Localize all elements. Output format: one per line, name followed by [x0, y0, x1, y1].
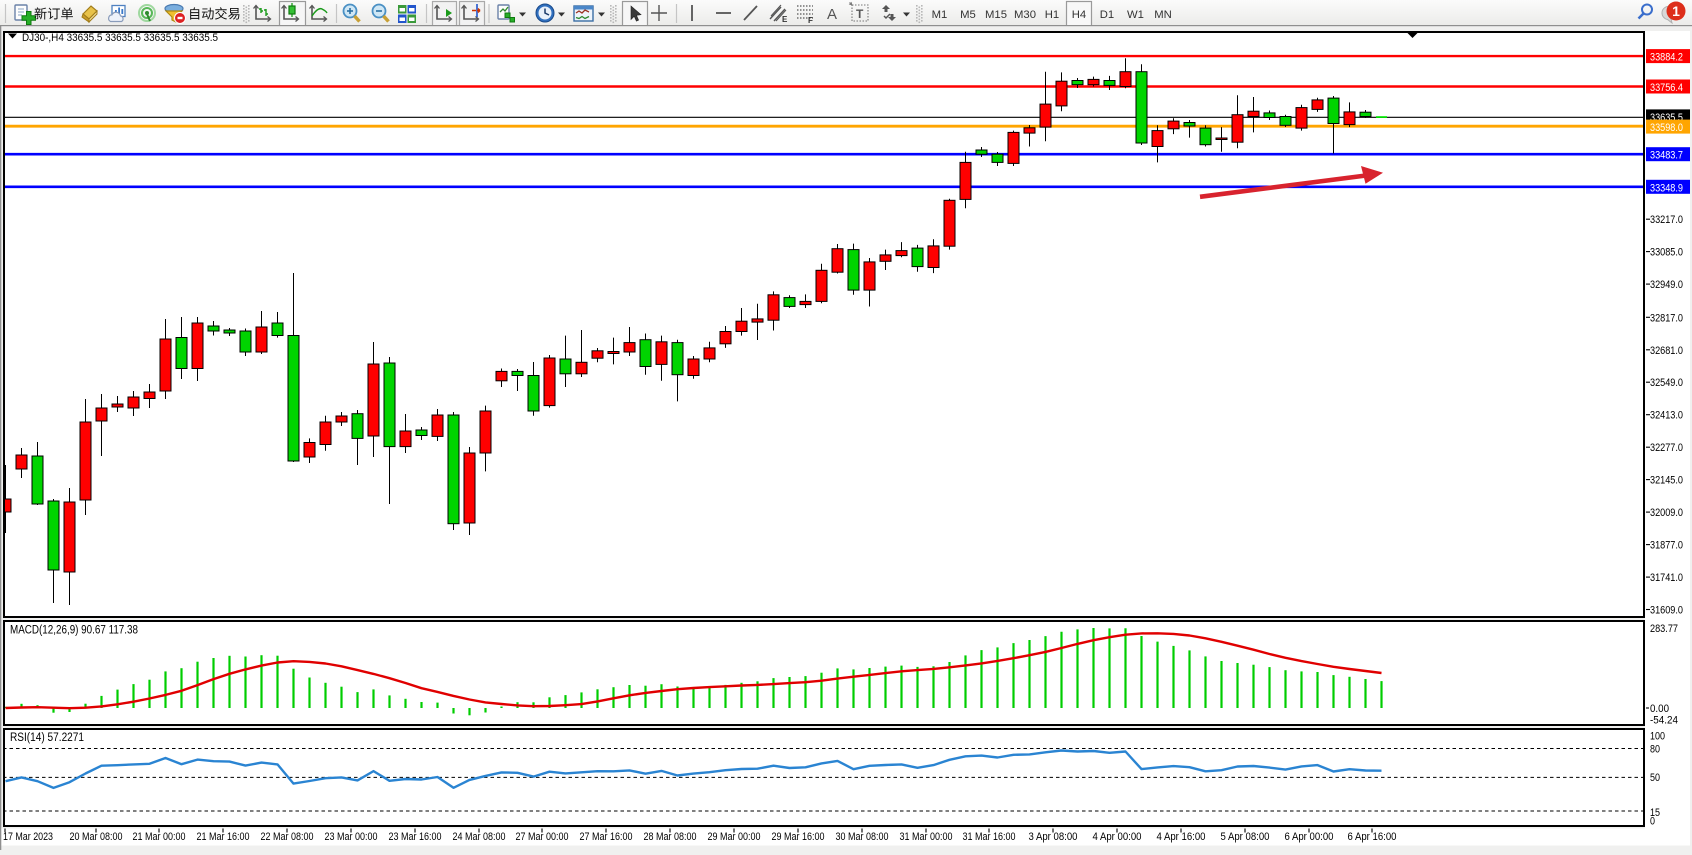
svg-text:32949.0: 32949.0 — [1650, 279, 1683, 291]
svg-text:31609.0: 31609.0 — [1650, 605, 1683, 617]
svg-text:0: 0 — [1650, 816, 1655, 828]
svg-text:W1: W1 — [1127, 9, 1144, 21]
svg-text:33348.9: 33348.9 — [1650, 182, 1683, 194]
svg-text:32009.0: 32009.0 — [1650, 507, 1683, 519]
svg-text:MN: MN — [1154, 9, 1172, 21]
svg-text:23 Mar 16:00: 23 Mar 16:00 — [389, 831, 442, 843]
svg-text:21 Mar 16:00: 21 Mar 16:00 — [197, 831, 250, 843]
svg-text:21 Mar 00:00: 21 Mar 00:00 — [133, 831, 186, 843]
svg-text:23 Mar 00:00: 23 Mar 00:00 — [325, 831, 378, 843]
svg-text:31 Mar 00:00: 31 Mar 00:00 — [900, 831, 953, 843]
svg-text:33217.0: 33217.0 — [1650, 214, 1683, 226]
svg-text:0.00: 0.00 — [1650, 703, 1669, 715]
svg-text:33085.0: 33085.0 — [1650, 247, 1683, 259]
svg-text:T: T — [856, 7, 864, 21]
svg-text:33598.0: 33598.0 — [1650, 122, 1683, 134]
svg-text:6 Apr 00:00: 6 Apr 00:00 — [1285, 831, 1334, 843]
svg-text:F: F — [808, 16, 813, 25]
svg-text:24 Mar 08:00: 24 Mar 08:00 — [453, 831, 506, 843]
svg-text:32413.0: 32413.0 — [1650, 410, 1683, 422]
svg-text:M15: M15 — [985, 9, 1007, 21]
svg-text:80: 80 — [1650, 744, 1660, 756]
svg-text:31 Mar 16:00: 31 Mar 16:00 — [963, 831, 1016, 843]
svg-text:32681.0: 32681.0 — [1650, 345, 1683, 357]
svg-text:5 Apr 08:00: 5 Apr 08:00 — [1221, 831, 1270, 843]
svg-text:4 Apr 00:00: 4 Apr 00:00 — [1093, 831, 1142, 843]
svg-text:M5: M5 — [960, 9, 976, 21]
svg-text:31741.0: 31741.0 — [1650, 572, 1683, 584]
svg-text:100: 100 — [1650, 730, 1665, 742]
svg-text:-54.24: -54.24 — [1650, 714, 1678, 726]
svg-text:283.77: 283.77 — [1650, 623, 1678, 635]
svg-text:31877.0: 31877.0 — [1650, 540, 1683, 552]
svg-text:3 Apr 08:00: 3 Apr 08:00 — [1029, 831, 1078, 843]
svg-text:32817.0: 32817.0 — [1650, 312, 1683, 324]
svg-text:33884.2: 33884.2 — [1650, 52, 1683, 64]
svg-text:33756.4: 33756.4 — [1650, 82, 1683, 94]
svg-text:D1: D1 — [1100, 9, 1114, 21]
svg-text:17 Mar 2023: 17 Mar 2023 — [3, 831, 53, 843]
svg-text:A: A — [827, 6, 837, 23]
svg-text:E: E — [782, 15, 788, 24]
svg-text:M30: M30 — [1014, 9, 1036, 21]
svg-text:15: 15 — [1650, 807, 1660, 819]
svg-text:50: 50 — [1650, 772, 1660, 784]
svg-text:H1: H1 — [1045, 9, 1059, 21]
svg-text:M1: M1 — [932, 9, 948, 21]
svg-text:RSI(14) 57.2271: RSI(14) 57.2271 — [10, 732, 84, 744]
svg-text:32549.0: 32549.0 — [1650, 377, 1683, 389]
svg-text:32145.0: 32145.0 — [1650, 475, 1683, 487]
svg-text:20 Mar 08:00: 20 Mar 08:00 — [70, 831, 123, 843]
svg-text:27 Mar 00:00: 27 Mar 00:00 — [516, 831, 569, 843]
svg-text:32277.0: 32277.0 — [1650, 442, 1683, 454]
svg-text:33483.7: 33483.7 — [1650, 150, 1683, 162]
svg-text:29 Mar 00:00: 29 Mar 00:00 — [708, 831, 761, 843]
svg-text:22 Mar 08:00: 22 Mar 08:00 — [261, 831, 314, 843]
svg-text:28 Mar 08:00: 28 Mar 08:00 — [644, 831, 697, 843]
svg-text:H4: H4 — [1072, 9, 1086, 21]
svg-text:DJ30-,H4 33635.5 33635.5 3363: DJ30-,H4 33635.5 33635.5 33635.5 33635.5 — [22, 32, 218, 44]
svg-text:27 Mar 16:00: 27 Mar 16:00 — [580, 831, 633, 843]
svg-text:MACD(12,26,9) 90.67 117.38: MACD(12,26,9) 90.67 117.38 — [10, 625, 138, 637]
svg-text:6 Apr 16:00: 6 Apr 16:00 — [1348, 831, 1397, 843]
svg-text:4 Apr 16:00: 4 Apr 16:00 — [1157, 831, 1206, 843]
svg-text:1: 1 — [1672, 3, 1680, 19]
svg-text:30 Mar 08:00: 30 Mar 08:00 — [836, 831, 889, 843]
svg-text:29 Mar 16:00: 29 Mar 16:00 — [772, 831, 825, 843]
